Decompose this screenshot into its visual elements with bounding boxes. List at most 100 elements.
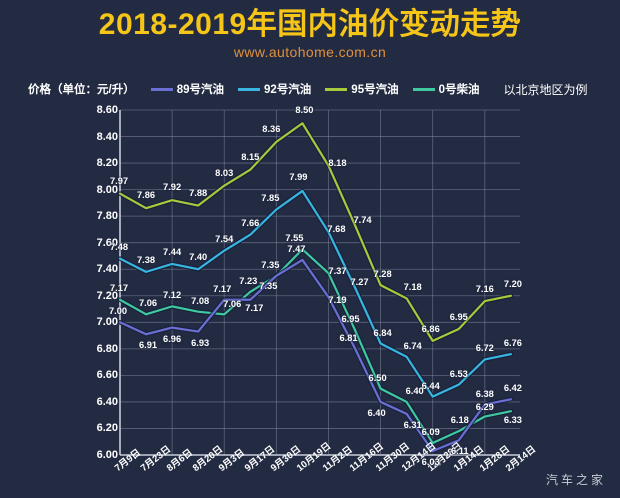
data-point-label: 8.50 [295,105,314,116]
page-title: 2018-2019年国内油价变动走势 [98,8,522,41]
data-point-label: 7.12 [163,290,182,301]
data-point-label: 7.16 [475,284,494,295]
data-point-label: 7.54 [215,233,234,244]
data-point-label: 6.03 [421,457,440,468]
data-point-label: 6.40 [405,385,424,396]
data-point-label: 7.27 [350,277,369,288]
y-axis-tick-label: 6.40 [96,395,118,408]
legend-note: 以北京地区为例 [503,82,588,97]
series-line-95号汽油 [118,122,512,342]
y-axis-tick-label: 6.80 [96,342,118,355]
data-point-label: 7.19 [328,295,347,306]
data-point-label: 6.74 [403,340,422,351]
data-point-label: 6.93 [191,337,210,348]
data-point-label: 7.40 [189,252,208,263]
data-point-label: 7.99 [289,171,308,182]
legend-swatch-icon [150,87,173,91]
data-point-label: 7.92 [163,182,182,193]
legend-swatch-icon [325,87,348,91]
y-axis-tick-label: 8.60 [96,104,118,116]
data-point-label: 6.53 [449,368,468,379]
data-point-label: 7.47 [287,243,306,254]
data-point-label: 7.08 [191,295,210,306]
data-point-label: 7.97 [109,175,129,186]
data-point-label: 6.95 [341,313,360,324]
y-axis-tick-label: 7.80 [96,210,118,223]
data-point-label: 8.18 [328,157,347,168]
legend-item-label: 0号柴油 [438,84,480,96]
legend-item-2[interactable]: 95号汽油 [325,81,399,97]
legend-items: 89号汽油 92号汽油 95号汽油 0号柴油 [150,81,494,97]
y-axis-tick-label: 7.20 [96,289,118,302]
legend-item-label: 95号汽油 [351,84,399,96]
y-axis-tick-label: 7.60 [96,236,118,249]
data-point-label: 7.17 [213,283,232,294]
data-point-label: 6.09 [421,427,440,438]
y-axis-tick-label: 6.00 [96,449,118,461]
legend-item-1[interactable]: 92号汽油 [238,81,311,97]
data-point-label: 7.48 [109,241,129,252]
data-point-label: 7.37 [328,266,347,277]
data-point-label: 6.96 [163,333,182,344]
y-axis-tick-label: 8.00 [96,183,118,196]
legend-swatch-icon [412,87,435,91]
data-point-label: 8.03 [215,167,234,178]
data-point-label: 7.55 [285,233,304,244]
legend-swatch-icon [238,87,260,91]
data-point-label: 7.28 [373,269,392,280]
data-point-label: 6.86 [421,323,440,334]
data-point-label: 6.50 [368,372,387,383]
y-axis-tick-label: 8.20 [96,157,118,170]
chart-legend: 价格（单位：元/升） 89号汽油 92号汽油 95号汽油 0号柴油 以北京地区为例 [28,80,598,98]
legend-item-label: 92号汽油 [264,84,312,96]
data-point-label: 6.44 [421,380,440,391]
data-point-label: 7.35 [259,280,278,291]
data-point-label: 6.18 [450,415,469,426]
y-axis-tick-label: 8.40 [96,130,118,143]
data-point-label: 7.17 [109,282,129,293]
data-point-label: 6.84 [373,327,392,338]
y-axis-tick-label: 7.00 [96,316,118,329]
data-point-label: 7.35 [261,259,280,270]
y-axis-tick-label: 6.60 [96,369,118,382]
series-line-92号汽油 [118,189,512,398]
data-point-label: 7.85 [261,192,280,203]
series-line-0号柴油 [118,248,512,445]
data-point-label: 6.95 [449,311,468,322]
data-point-label: 7.44 [163,246,182,257]
data-point-label: 6.42 [503,383,522,394]
data-point-label: 6.76 [503,338,522,349]
y-axis-tick-label: 6.20 [96,422,118,435]
data-point-label: 7.20 [503,278,522,289]
data-point-label: 6.38 [475,388,494,399]
data-point-label: 7.74 [353,215,372,226]
legend-item-label: 89号汽油 [176,84,224,96]
data-point-label: 6.31 [403,419,422,430]
legend-item-0[interactable]: 89号汽油 [150,81,224,97]
data-point-label: 6.91 [138,340,158,351]
data-point-label: 6.11 [450,446,469,457]
data-point-label: 7.06 [223,299,242,310]
data-point-label: 8.15 [241,151,260,162]
y-axis-labels: 8.60 8.40 8.20 8.00 7.80 7.60 7.40 7.20 7.00 6.80… [84,104,118,461]
data-point-label: 7.18 [403,282,422,293]
data-point-label: 6.72 [475,343,494,354]
watermark: 汽车之家 [545,473,606,487]
data-point-label: 6.29 [475,401,494,412]
series-line-89号汽油 [118,258,512,453]
legend-item-3[interactable]: 0号柴油 [412,81,480,97]
y-axis-tick-label: 7.40 [96,263,118,276]
data-point-label: 8.36 [262,123,281,134]
data-point-label: 7.23 [239,275,258,286]
data-point-label: 6.40 [367,407,386,418]
data-point-label: 7.66 [241,217,260,228]
data-point-label: 7.88 [189,187,208,198]
data-point-label: 6.81 [339,332,358,343]
data-point-label: 7.38 [136,254,156,265]
data-point-label: 7.86 [136,190,156,201]
data-point-label: 6.33 [503,415,522,426]
data-point-label: 7.17 [245,302,264,313]
page-subtitle: www.autohome.com.cn [233,44,387,60]
